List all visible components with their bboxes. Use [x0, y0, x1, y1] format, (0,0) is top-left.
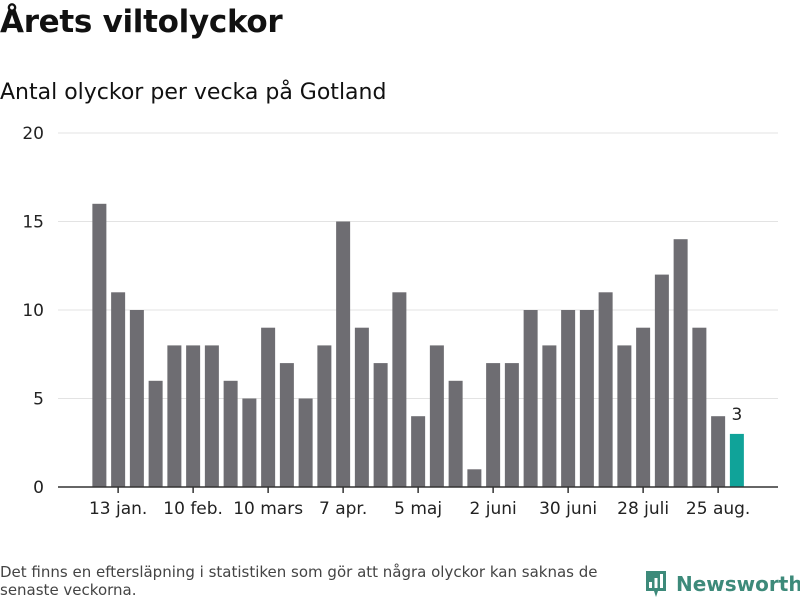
- x-tick-label: 7 apr.: [319, 499, 367, 519]
- bar: [129, 310, 144, 487]
- bar-highlight: [729, 433, 744, 487]
- bar: [242, 398, 257, 487]
- x-tick-label: 13 jan.: [89, 499, 147, 519]
- bar: [261, 327, 276, 487]
- bar: [167, 345, 182, 487]
- chart-title: Årets viltolyckor: [0, 4, 283, 40]
- bar: [448, 380, 463, 487]
- bar: [429, 345, 444, 487]
- bar: [692, 327, 707, 487]
- bar: [579, 310, 594, 487]
- bar: [373, 363, 388, 487]
- bar: [223, 380, 238, 487]
- bar: [392, 292, 407, 487]
- brand-name: Newsworthy: [676, 572, 800, 596]
- bar: [411, 416, 426, 487]
- x-tick-label: 28 juli: [617, 499, 669, 519]
- bar: [673, 239, 688, 487]
- bar: [542, 345, 557, 487]
- bar: [204, 345, 219, 487]
- y-tick-label: 10: [22, 301, 44, 321]
- data-label: 3: [731, 405, 742, 425]
- bar: [486, 363, 501, 487]
- bar: [336, 221, 351, 487]
- bar: [467, 469, 482, 487]
- chart-subtitle: Antal olyckor per vecka på Gotland: [0, 80, 387, 105]
- bar: [317, 345, 332, 487]
- x-tick-label: 25 aug.: [686, 499, 750, 519]
- bar: [617, 345, 632, 487]
- bar: [654, 274, 669, 487]
- bar: [111, 292, 126, 487]
- x-tick-label: 10 feb.: [163, 499, 223, 519]
- bar: [354, 327, 369, 487]
- y-tick-label: 5: [33, 390, 44, 410]
- bar-chart: 0 5 10 15 20 13 jan. 10 feb. 10 mars 7 apr. 5 maj…: [22, 124, 778, 519]
- bar: [523, 310, 538, 487]
- bar: [298, 398, 313, 487]
- bar: [598, 292, 613, 487]
- bar: [92, 203, 107, 488]
- y-tick-label: 0: [33, 478, 44, 498]
- bar: [711, 416, 726, 487]
- footnote: Det finns en eftersläpning i statistiken…: [0, 563, 598, 599]
- newsworthy-logo-icon: [646, 571, 666, 597]
- bar: [186, 345, 201, 487]
- bar: [279, 363, 294, 487]
- bar: [561, 310, 576, 487]
- bar: [148, 380, 163, 487]
- x-tick-label: 10 mars: [233, 499, 303, 519]
- bar: [636, 327, 651, 487]
- x-tick-label: 30 juni: [539, 499, 597, 519]
- y-tick-label: 20: [22, 124, 44, 144]
- x-tick-label: 2 juni: [470, 499, 517, 519]
- y-tick-label: 15: [22, 213, 44, 233]
- brand[interactable]: Newsworthy: [644, 568, 800, 600]
- x-tick-label: 5 maj: [394, 499, 442, 519]
- bar: [504, 363, 519, 487]
